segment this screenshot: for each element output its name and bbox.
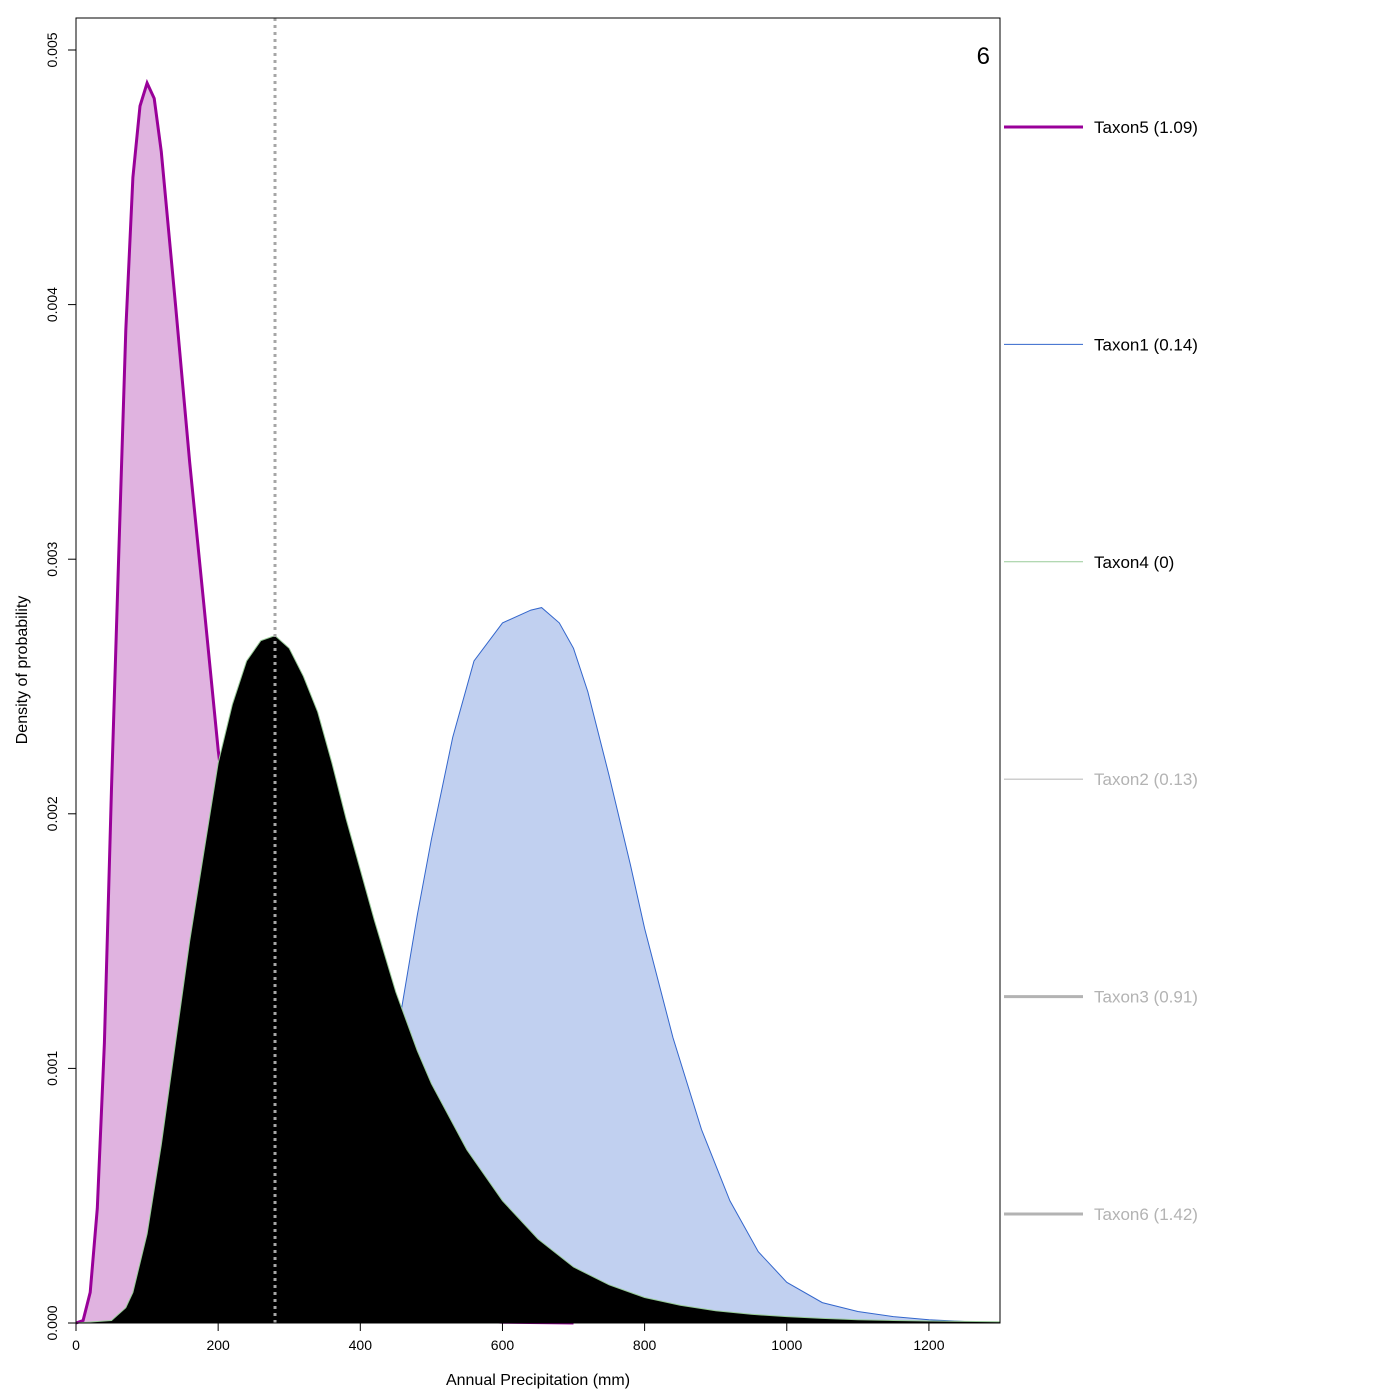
area-taxon1-0-14 bbox=[76, 607, 1000, 1323]
y-axis: 0.000 0.001 0.002 0.003 0.004 0.005 bbox=[44, 32, 76, 1341]
legend-label-taxon1-0-14: Taxon1 (0.14) bbox=[1094, 335, 1198, 354]
y-tick-label: 0.003 bbox=[44, 541, 60, 576]
x-tick-label: 0 bbox=[72, 1337, 80, 1353]
y-tick-label: 0.004 bbox=[44, 287, 60, 322]
series-layer bbox=[75, 78, 1001, 1325]
panel-label: 6 bbox=[977, 43, 990, 70]
legend-label-taxon2-0-13: Taxon2 (0.13) bbox=[1094, 770, 1198, 789]
x-tick-label: 1200 bbox=[913, 1337, 944, 1353]
legend: Taxon5 (1.09) Taxon1 (0.14) Taxon4 (0) Taxo… bbox=[1004, 118, 1198, 1224]
x-axis-title: Annual Precipitation (mm) bbox=[446, 1372, 630, 1389]
x-tick-label: 200 bbox=[206, 1337, 230, 1353]
x-tick-label: 800 bbox=[633, 1337, 657, 1353]
x-tick-label: 1000 bbox=[771, 1337, 802, 1353]
x-tick-label: 600 bbox=[491, 1337, 515, 1353]
y-axis-title: Density of probability bbox=[14, 596, 31, 745]
legend-label-taxon3-0-91: Taxon3 (0.91) bbox=[1094, 988, 1198, 1007]
y-tick-label: 0.002 bbox=[44, 796, 60, 831]
y-tick-label: 0.001 bbox=[44, 1051, 60, 1086]
legend-label-taxon4-0: Taxon4 (0) bbox=[1094, 553, 1174, 572]
x-tick-label: 400 bbox=[349, 1337, 373, 1353]
legend-label-taxon5-1-09: Taxon5 (1.09) bbox=[1094, 118, 1198, 137]
area-taxon4-0 bbox=[76, 635, 1000, 1323]
legend-label-taxon6-1-42: Taxon6 (1.42) bbox=[1094, 1205, 1198, 1224]
y-tick-label: 0.000 bbox=[44, 1305, 60, 1340]
plot-frame bbox=[75, 17, 1001, 1324]
x-axis: 0 200 400 600 800 1000 1200 bbox=[72, 1323, 945, 1353]
line-taxon4-0 bbox=[75, 635, 1001, 1324]
y-tick-label: 0.005 bbox=[44, 32, 60, 67]
